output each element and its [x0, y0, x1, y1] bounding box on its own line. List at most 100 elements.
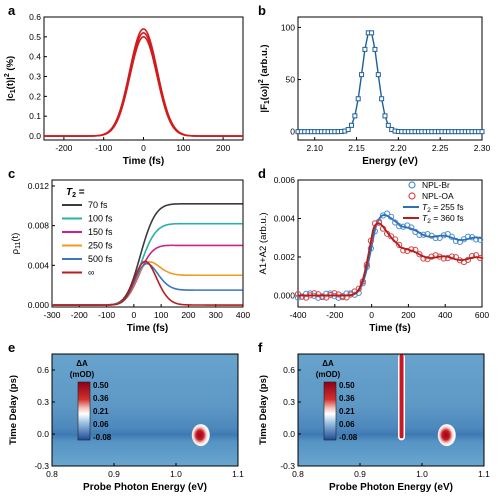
plot-frame: [51, 179, 244, 308]
plot-frame: [297, 353, 485, 467]
y-tick-label: 0.0: [37, 429, 49, 439]
x-tick-label: 1.0: [416, 469, 428, 479]
x-tick-label: 300: [209, 310, 223, 320]
colorbar-tick-label: 0.50: [93, 381, 109, 390]
y-tick-label: 0.4: [29, 52, 41, 62]
y-tick-label: 50: [286, 75, 296, 85]
legend-label-rest: = 360 fs: [431, 213, 464, 223]
panel-a: -200 -100 0 100 200 0.0 0.1 0.2 0.3 0.4 0.5 0.6 Time…: [4, 12, 244, 167]
legend-label-main: T: [422, 202, 428, 212]
y-axis-label: |c1(t)|2 (%): [4, 56, 17, 101]
x-axis-label: Time (fs): [127, 323, 169, 334]
series-line: [52, 262, 243, 306]
x-tick-label: 100: [154, 310, 168, 320]
y-tick-label: 0.1: [29, 111, 41, 121]
y-label-main: |c: [5, 93, 16, 101]
x-tick-label: 2.10: [306, 143, 323, 153]
y-tick-label: 0.004: [274, 213, 296, 223]
y-label-mid: (t): [10, 233, 21, 242]
data-point: [385, 122, 391, 128]
y-axis-label: Time Delay (ps): [8, 375, 19, 445]
y-tick-label: 0.6: [283, 365, 295, 375]
legend-label: 500 fs: [88, 254, 113, 264]
legend-label: ∞: [88, 268, 94, 278]
y-tick-label: 0.006: [274, 175, 296, 185]
colorbar-tick-label: 0.36: [339, 394, 355, 403]
plot-frame: [51, 353, 239, 467]
x-tick-label: 400: [236, 310, 250, 320]
data-point: [372, 46, 378, 52]
colorbar-title: ΔA: [322, 359, 334, 368]
x-tick-label: -200: [55, 143, 72, 153]
data-point: [294, 290, 302, 298]
y-label-mid: (ω)|: [259, 83, 270, 100]
y-tick-label: 0.000: [28, 300, 50, 310]
x-tick-label: 0: [131, 310, 136, 320]
y-tick-label: 0.3: [37, 397, 49, 407]
y-axis-label: |F1(ω)|2 (arb.u.): [258, 44, 271, 112]
y-tick-label: -0.3: [280, 461, 295, 471]
y-tick-label: 0.5: [29, 32, 41, 42]
plot-frame: [43, 16, 244, 141]
colorbar-bar: [323, 381, 337, 441]
legend-title: T2 =: [66, 187, 85, 199]
colorbar-unit: (mOD): [70, 370, 95, 379]
y-tick-label: -0.3: [34, 461, 49, 471]
x-tick-label: 100: [176, 143, 190, 153]
colorbar-tick-label: 0.21: [339, 407, 355, 416]
x-axis-label: Time (fs): [123, 156, 165, 167]
data-point: [345, 127, 351, 133]
x-tick-label: 1.0: [170, 469, 182, 479]
data-point: [479, 129, 485, 135]
y-axis-label: A1+A2 (arb.u.): [258, 212, 269, 274]
y-label-sub: 11: [15, 242, 22, 249]
series-line: [44, 28, 243, 137]
data-point: [362, 46, 368, 52]
x-tick-label: 2.30: [474, 143, 491, 153]
legend-label: 70 fs: [88, 200, 108, 210]
y-tick-label: 0.012: [28, 181, 50, 191]
data-point: [388, 233, 395, 240]
y-label-unit: (%): [5, 56, 16, 73]
x-tick-label: 0: [141, 143, 146, 153]
colorbar-tick-label: 0.06: [93, 420, 109, 429]
x-tick-label: -200: [326, 310, 343, 320]
panel-c: -300 -200 -100 0 100 200 300 400 0.000 0.004 0.008…: [10, 179, 250, 334]
data-point: [420, 231, 427, 238]
data-point: [355, 285, 362, 292]
y-label-sup: 2: [258, 79, 265, 83]
data-point: [369, 30, 375, 36]
series-fit-line: [298, 222, 483, 297]
data-point: [355, 96, 361, 102]
x-tick-label: 2.25: [432, 143, 449, 153]
panel-f: 0.8 0.9 1.0 1.1 -0.3 0.0 0.3 0.6 Probe Photon En…: [258, 353, 490, 493]
plot-frame: [297, 16, 483, 141]
panel-letter: d: [258, 166, 266, 181]
colorbar: ΔA (mOD) 0.50 0.36 0.21 0.06 -0.08: [70, 359, 112, 442]
data-point: [302, 290, 310, 297]
colorbar-tick-label: 0.36: [93, 394, 109, 403]
x-tick-label: 1.1: [232, 469, 244, 479]
legend-label: NPL-Br: [422, 180, 450, 190]
y-label-sub: 1: [264, 100, 271, 104]
panel-letter: c: [8, 166, 15, 181]
signal-blob: [191, 424, 210, 447]
data-point: [375, 219, 383, 226]
panel-d: -400 -200 0 200 400 600 0.000 0.002 0.004 0.006 Ti…: [258, 175, 489, 334]
panel-b: 2.10 2.15 2.20 2.25 2.30 0 50 100 Energy (eV) |F1…: [258, 16, 491, 167]
x-tick-label: 0.8: [292, 469, 304, 479]
y-tick-label: 0.3: [283, 397, 295, 407]
colorbar: ΔA (mOD) 0.50 0.36 0.21 0.06 -0.08: [316, 359, 358, 442]
legend-label: NPL-OA: [422, 191, 454, 201]
data-point: [382, 113, 388, 119]
data-point: [379, 96, 385, 102]
data-point: [359, 72, 365, 78]
x-tick-label: 0.8: [46, 469, 58, 479]
x-tick-label: -200: [71, 310, 88, 320]
x-tick-label: 1.1: [478, 469, 490, 479]
y-label-unit: (arb.u.): [259, 44, 270, 79]
x-axis-label: Time (fs): [369, 323, 411, 334]
legend-title-main: T: [66, 187, 73, 198]
y-tick-label: 100: [281, 22, 295, 32]
